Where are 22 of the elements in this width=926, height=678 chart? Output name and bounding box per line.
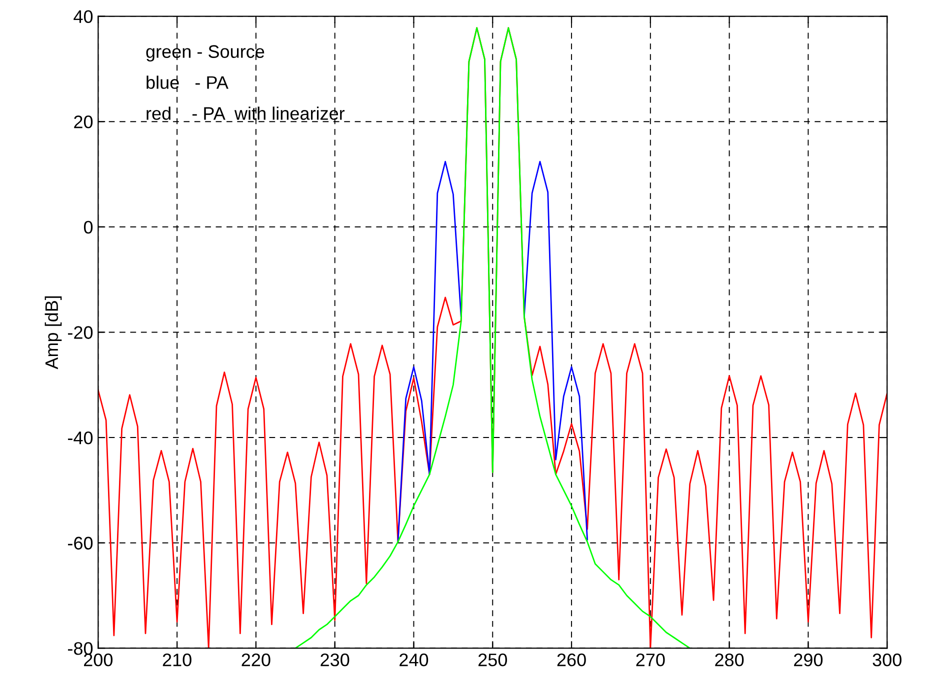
y-tick-label: -60 [68,536,93,550]
x-tick-label: 220 [242,654,270,666]
x-tick-label: 280 [715,654,744,666]
y-tick-label: -40 [68,431,93,444]
x-tick-label: 240 [400,654,428,666]
x-tick-label: 250 [478,654,507,666]
y-tick-label: 20 [74,116,93,128]
x-tick-label: 270 [636,654,665,666]
annotation: blue - PA [146,76,228,89]
annotation: green - Source [146,45,264,62]
y-axis-title: Amp [dB] [44,296,62,370]
x-tick-label: 290 [794,654,823,666]
y-tick-label: -80 [68,642,93,655]
x-tick-label: 300 [872,654,902,666]
y-tick-label: 0 [84,220,93,234]
x-tick-label: 200 [84,654,113,666]
y-tick-label: 40 [74,10,93,23]
annotation: red - PA with linearizer [146,106,345,120]
x-tick-label: 210 [162,654,192,666]
x-tick-label: 260 [557,654,586,666]
x-tick-label: 230 [320,654,350,666]
y-tick-label: -20 [68,326,93,339]
